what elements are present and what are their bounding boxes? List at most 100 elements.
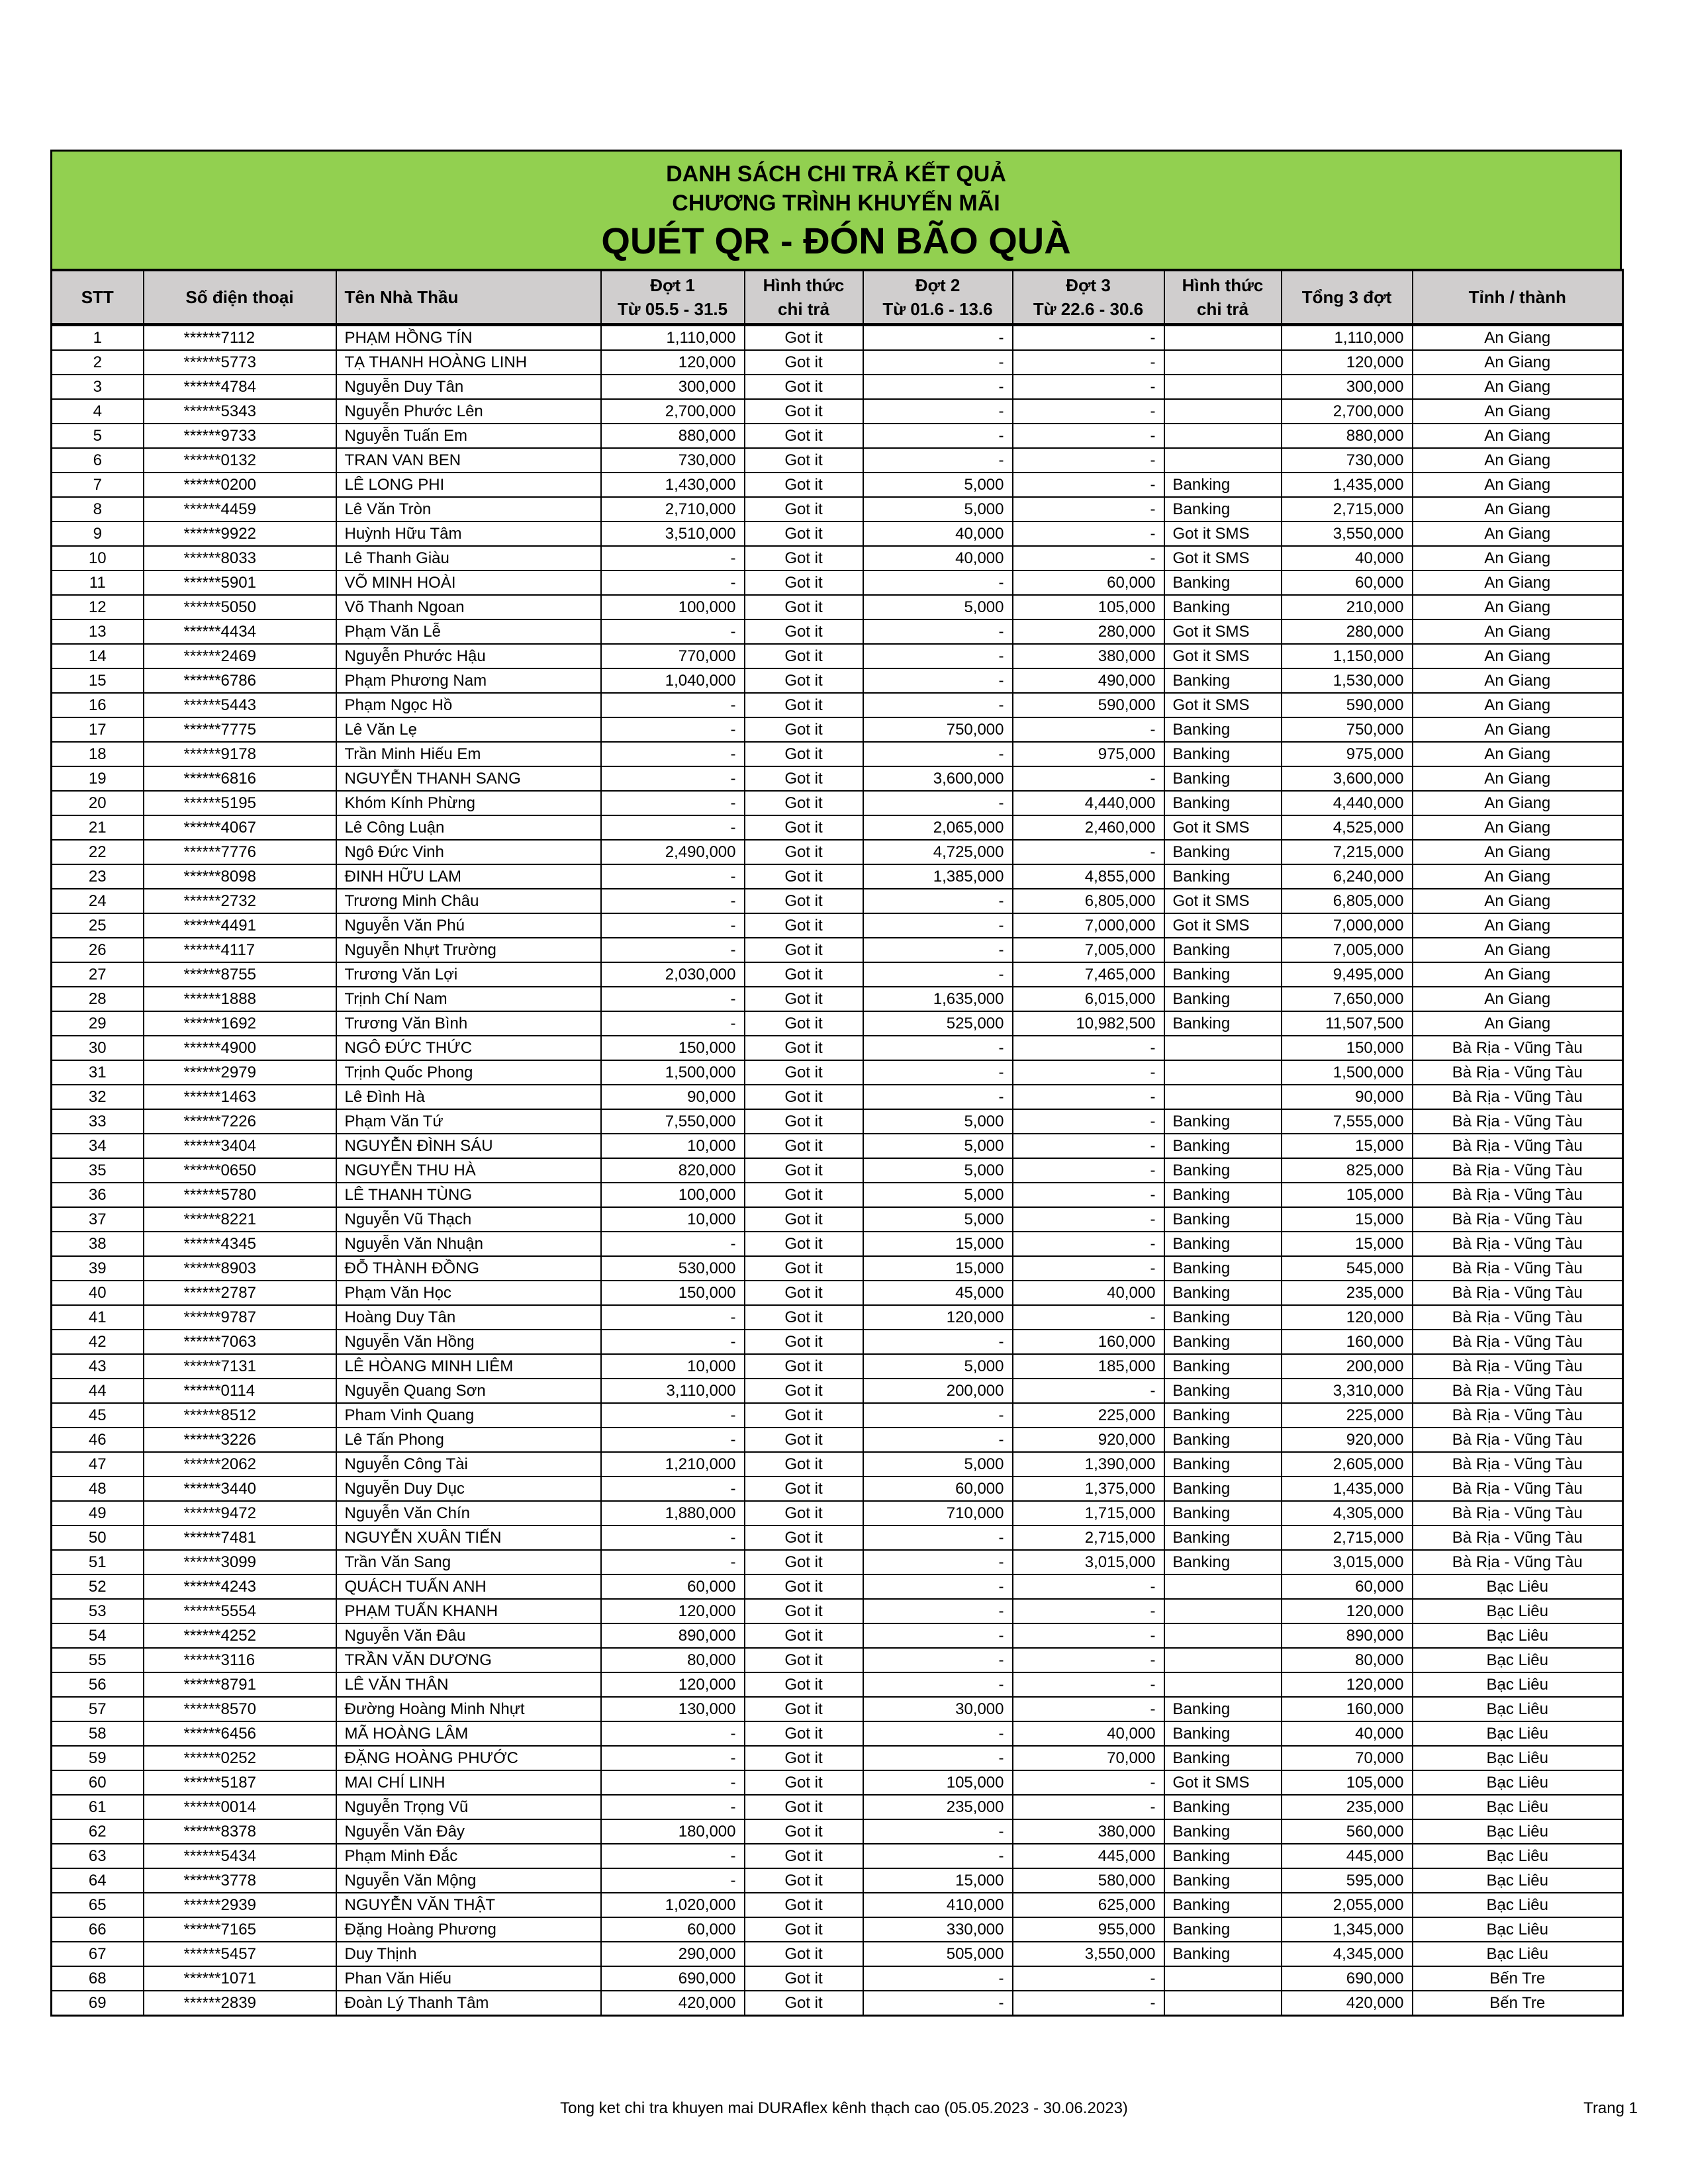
- cell-dot1: 3,510,000: [600, 521, 745, 547]
- cell-phone: ******7063: [142, 1329, 337, 1355]
- cell-stt: 11: [50, 570, 144, 596]
- cell-stt: 63: [50, 1843, 144, 1869]
- cell-dot2: 5,000: [862, 1206, 1013, 1232]
- cell-total: 15,000: [1280, 1231, 1413, 1257]
- cell-province: Bà Rịa - Vũng Tàu: [1411, 1060, 1624, 1085]
- cell-stt: 17: [50, 717, 144, 743]
- cell-dot1: 3,110,000: [600, 1378, 745, 1404]
- cell-province: An Giang: [1411, 986, 1624, 1012]
- cell-method2: Banking: [1163, 1011, 1282, 1036]
- cell-total: 2,700,000: [1280, 398, 1413, 424]
- table-row: 33 ******7226 Phạm Văn Tứ 7,550,000 Got it 5,…: [50, 1109, 1624, 1134]
- cell-total: 445,000: [1280, 1843, 1413, 1869]
- cell-phone: ******5554: [142, 1598, 337, 1624]
- cell-dot3: -: [1011, 1990, 1165, 2017]
- cell-dot2: 330,000: [862, 1917, 1013, 1942]
- cell-dot3: -: [1011, 717, 1165, 743]
- cell-total: 210,000: [1280, 594, 1413, 620]
- cell-method1: Got it: [743, 839, 864, 865]
- cell-phone: ******3099: [142, 1549, 337, 1575]
- cell-dot2: -: [862, 962, 1013, 987]
- cell-method2: Banking: [1163, 1549, 1282, 1575]
- cell-province: An Giang: [1411, 349, 1624, 375]
- cell-method2: Banking: [1163, 766, 1282, 792]
- table-row: 1 ******7112 PHẠM HỒNG TÍN 1,110,000 Got it -…: [50, 324, 1624, 351]
- cell-method1: Got it: [743, 1035, 864, 1061]
- cell-method2: Banking: [1163, 594, 1282, 620]
- cell-phone: ******0114: [142, 1378, 337, 1404]
- cell-dot1: 1,500,000: [600, 1060, 745, 1085]
- cell-method1: Got it: [743, 986, 864, 1012]
- cell-dot2: -: [862, 1966, 1013, 1991]
- cell-dot2: -: [862, 447, 1013, 473]
- cell-name: TẠ THANH HOÀNG LINH: [335, 349, 602, 375]
- footer-text: Tong ket chi tra khuyen mai DURAflex kên…: [560, 2099, 1128, 2117]
- cell-province: An Giang: [1411, 594, 1624, 620]
- cell-province: Bà Rịa - Vũng Tàu: [1411, 1402, 1624, 1428]
- cell-province: An Giang: [1411, 741, 1624, 767]
- cell-stt: 68: [50, 1966, 144, 1991]
- cell-dot3: -: [1011, 1084, 1165, 1110]
- cell-total: 40,000: [1280, 545, 1413, 571]
- cell-name: Nguyễn Phước Hậu: [335, 643, 602, 669]
- cell-total: 90,000: [1280, 1084, 1413, 1110]
- cell-name: NGUYỄN THANH SANG: [335, 766, 602, 792]
- cell-province: Bà Rịa - Vũng Tàu: [1411, 1476, 1624, 1502]
- cell-method1: Got it: [743, 1672, 864, 1698]
- cell-province: Bạc Liêu: [1411, 1647, 1624, 1673]
- cell-total: 420,000: [1280, 1990, 1413, 2017]
- cell-province: An Giang: [1411, 398, 1624, 424]
- cell-province: An Giang: [1411, 374, 1624, 400]
- cell-dot1: -: [600, 986, 745, 1012]
- cell-province: An Giang: [1411, 545, 1624, 571]
- cell-dot3: -: [1011, 1060, 1165, 1085]
- cell-phone: ******6816: [142, 766, 337, 792]
- cell-dot3: 2,460,000: [1011, 815, 1165, 841]
- cell-dot1: -: [600, 1011, 745, 1036]
- cell-name: TRẦN VĂN DƯƠNG: [335, 1647, 602, 1673]
- cell-dot1: -: [600, 790, 745, 816]
- cell-total: 160,000: [1280, 1696, 1413, 1722]
- cell-name: Lê Văn Lẹ: [335, 717, 602, 743]
- cell-method2: Got it SMS: [1163, 545, 1282, 571]
- cell-dot2: 15,000: [862, 1868, 1013, 1893]
- cell-method2: Banking: [1163, 496, 1282, 522]
- cell-total: 4,345,000: [1280, 1941, 1413, 1967]
- cell-dot1: 90,000: [600, 1084, 745, 1110]
- cell-total: 60,000: [1280, 1574, 1413, 1600]
- cell-dot1: 10,000: [600, 1206, 745, 1232]
- cell-method1: Got it: [743, 766, 864, 792]
- cell-name: Lê Tấn Phong: [335, 1427, 602, 1453]
- cell-name: Lê Văn Tròn: [335, 496, 602, 522]
- cell-method1: Got it: [743, 1917, 864, 1942]
- cell-phone: ******1071: [142, 1966, 337, 1991]
- cell-dot1: -: [600, 1721, 745, 1747]
- cell-dot1: 180,000: [600, 1819, 745, 1844]
- cell-name: Trương Văn Lợi: [335, 962, 602, 987]
- cell-phone: ******4434: [142, 619, 337, 645]
- page-number: Trang 1: [1583, 2099, 1638, 2117]
- cell-province: An Giang: [1411, 324, 1624, 351]
- table-row: 51 ******3099 Trần Văn Sang - Got it -3,015,0…: [50, 1549, 1624, 1575]
- cell-phone: ******4345: [142, 1231, 337, 1257]
- header-name: Tên Nhà Thầu: [335, 269, 602, 326]
- table-row: 66 ******7165 Đặng Hoàng Phương 60,000 Got i…: [50, 1917, 1624, 1942]
- cell-dot2: -: [862, 570, 1013, 596]
- cell-dot1: 1,020,000: [600, 1892, 745, 1918]
- cell-phone: ******4491: [142, 913, 337, 938]
- cell-stt: 38: [50, 1231, 144, 1257]
- cell-dot3: -: [1011, 374, 1165, 400]
- cell-dot2: 5,000: [862, 594, 1013, 620]
- cell-method1: Got it: [743, 1109, 864, 1134]
- table-row: 37 ******8221 Nguyễn Vũ Thạch 10,000 Got it 5…: [50, 1206, 1624, 1232]
- table-row: 12 ******5050 Võ Thanh Ngoan 100,000 Got it 5…: [50, 594, 1624, 620]
- cell-total: 235,000: [1280, 1280, 1413, 1306]
- cell-phone: ******4117: [142, 937, 337, 963]
- cell-province: An Giang: [1411, 570, 1624, 596]
- cell-dot3: -: [1011, 1794, 1165, 1820]
- cell-stt: 16: [50, 692, 144, 718]
- payout-table: STT Số điện thoại Tên Nhà Thầu Đợt 1 Từ 0…: [50, 269, 1624, 2017]
- cell-dot1: 60,000: [600, 1917, 745, 1942]
- cell-phone: ******7165: [142, 1917, 337, 1942]
- cell-dot3: 380,000: [1011, 1819, 1165, 1844]
